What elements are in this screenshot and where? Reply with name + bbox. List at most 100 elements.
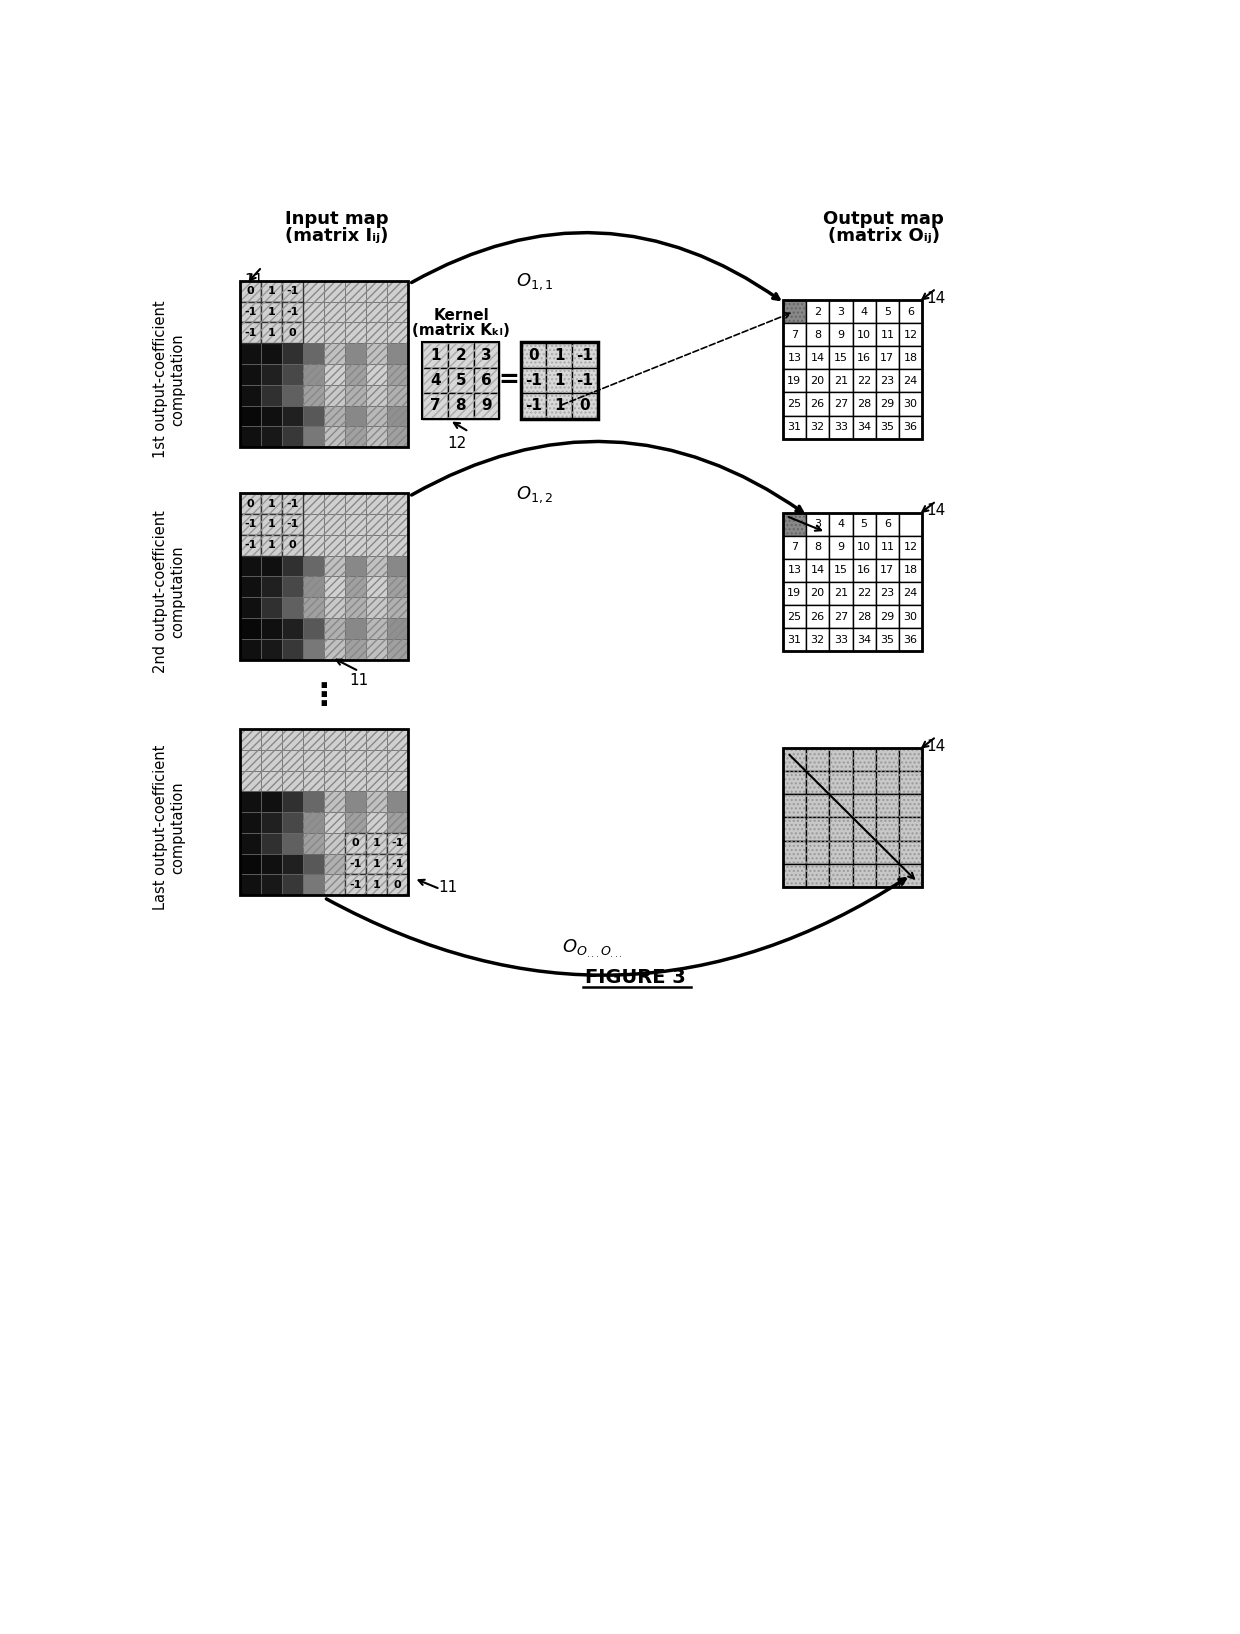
Bar (830, 748, 853, 771)
Bar (283, 384, 303, 405)
Text: Output map: Output map (823, 209, 944, 227)
Bar (875, 582, 899, 605)
Bar (366, 812, 387, 833)
Text: FIGURE 3: FIGURE 3 (585, 969, 686, 987)
Text: 15: 15 (833, 565, 848, 575)
Bar (782, 748, 806, 771)
Text: 9: 9 (837, 330, 844, 340)
Text: 29: 29 (880, 399, 894, 408)
Bar (262, 833, 283, 853)
Bar (366, 343, 387, 364)
Bar (324, 729, 345, 750)
Bar (474, 394, 498, 418)
Bar (324, 534, 345, 556)
Bar (830, 301, 853, 324)
Bar (241, 384, 262, 405)
Bar (303, 812, 324, 833)
Text: 1: 1 (268, 307, 275, 317)
Bar (899, 513, 923, 536)
Bar (345, 534, 366, 556)
Bar (345, 750, 366, 771)
Bar (366, 639, 387, 660)
Bar (366, 515, 387, 534)
Bar (283, 322, 303, 343)
Bar (806, 369, 830, 392)
Text: 11: 11 (244, 273, 263, 288)
Bar (241, 493, 262, 515)
Bar (283, 322, 303, 343)
Bar (262, 729, 283, 750)
Text: 12: 12 (448, 436, 467, 451)
Bar (899, 864, 923, 887)
Bar (241, 729, 262, 750)
Bar (782, 582, 806, 605)
Text: 1: 1 (554, 373, 564, 387)
Bar (241, 853, 262, 874)
Bar (899, 582, 923, 605)
Text: 18: 18 (904, 565, 918, 575)
Text: 5: 5 (455, 373, 466, 387)
Bar (283, 598, 303, 618)
Bar (262, 493, 283, 515)
Text: 27: 27 (833, 611, 848, 621)
Text: 1: 1 (268, 328, 275, 338)
Bar (387, 874, 408, 895)
Bar (303, 874, 324, 895)
Text: 1: 1 (372, 859, 381, 869)
Bar (262, 791, 283, 812)
Bar (806, 605, 830, 627)
Bar (324, 405, 345, 426)
Text: 9: 9 (481, 399, 491, 413)
Bar (387, 534, 408, 556)
Bar (241, 322, 262, 343)
Bar (423, 343, 498, 418)
Bar (366, 577, 387, 598)
Bar (283, 853, 303, 874)
Bar (782, 324, 806, 346)
Bar (262, 426, 283, 448)
Bar (241, 577, 262, 598)
Bar (387, 405, 408, 426)
Bar (241, 556, 262, 577)
Bar (262, 812, 283, 833)
Bar (875, 794, 899, 817)
Bar (283, 534, 303, 556)
Bar (572, 368, 598, 394)
Bar (387, 771, 408, 791)
Bar (345, 405, 366, 426)
Text: -1: -1 (350, 859, 362, 869)
Text: 1st output-coefficient
computation: 1st output-coefficient computation (153, 301, 185, 458)
Bar (324, 618, 345, 639)
Bar (853, 794, 875, 817)
Bar (875, 840, 899, 864)
Bar (830, 346, 853, 369)
Bar (262, 302, 283, 322)
Bar (262, 281, 283, 302)
Bar (345, 729, 366, 750)
Bar (303, 534, 324, 556)
Bar (283, 534, 303, 556)
Bar (366, 618, 387, 639)
Bar (324, 534, 345, 556)
Bar (324, 556, 345, 577)
Bar (241, 515, 262, 534)
Bar (782, 415, 806, 438)
Bar (241, 302, 262, 322)
Bar (262, 534, 283, 556)
Bar (387, 853, 408, 874)
Bar (262, 405, 283, 426)
Text: -1: -1 (577, 373, 593, 387)
Text: 11: 11 (880, 330, 894, 340)
Text: 24: 24 (904, 376, 918, 386)
Bar (366, 874, 387, 895)
Bar (782, 817, 806, 840)
Bar (830, 324, 853, 346)
Bar (366, 405, 387, 426)
Text: 1: 1 (372, 838, 381, 848)
Text: Kernel: Kernel (433, 307, 489, 324)
Bar (853, 582, 875, 605)
Bar (830, 369, 853, 392)
Bar (782, 771, 806, 794)
Bar (283, 302, 303, 322)
Bar (830, 771, 853, 794)
